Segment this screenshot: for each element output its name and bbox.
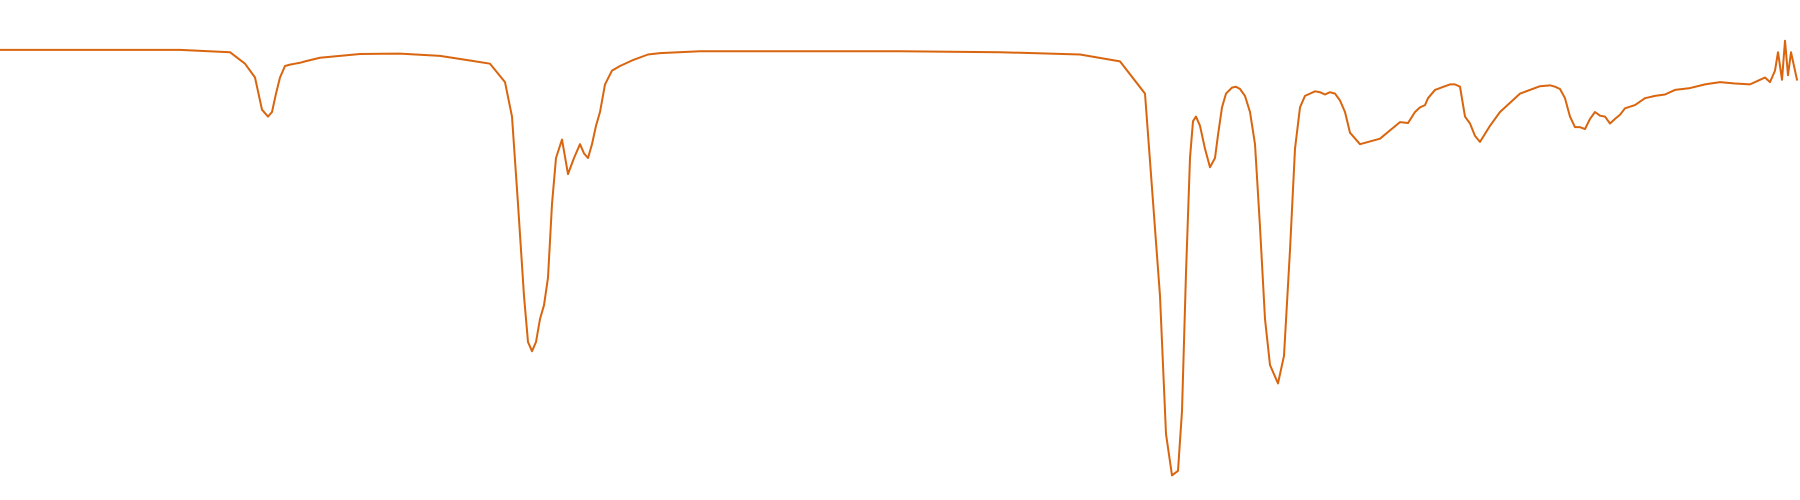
series-line-0 xyxy=(0,39,1798,477)
series-layer xyxy=(0,39,1798,477)
